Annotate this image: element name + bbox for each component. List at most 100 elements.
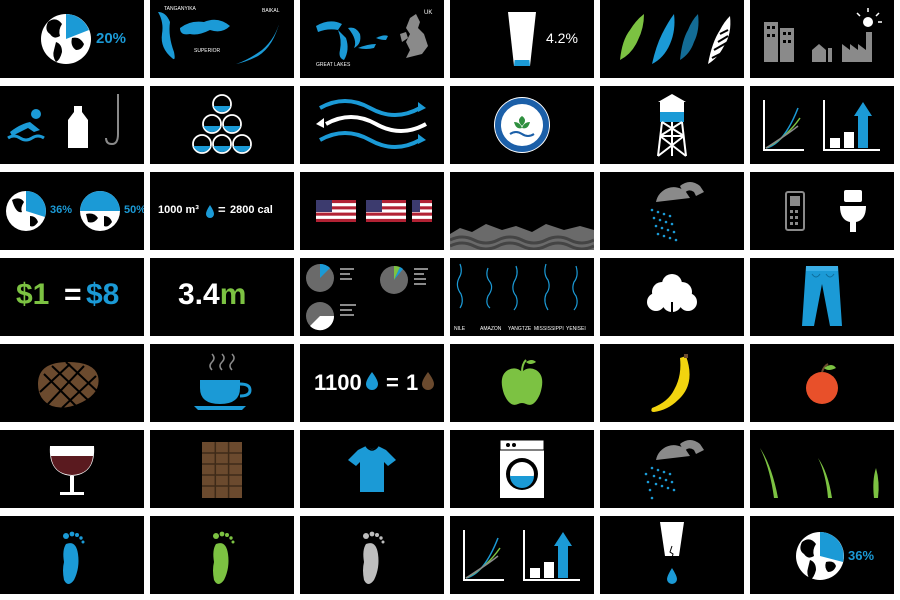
slide-rivers[interactable]: NILE AMAZON YANGTZE MISSISSIPPI YENISEI [450, 258, 594, 336]
chocolate-bar-icon [202, 442, 242, 498]
drop-equals: = [386, 370, 399, 395]
cotton-icon [647, 274, 697, 318]
slide-chocolate[interactable] [150, 430, 294, 508]
slide-footprint-gray[interactable] [300, 516, 444, 594]
earth-globe-icon [796, 532, 844, 580]
tshirt-icon [348, 445, 396, 492]
orange-fruit-icon [806, 363, 838, 404]
slide-tshirt[interactable] [300, 430, 444, 508]
big-number-unit: m [219, 278, 247, 311]
buildings-icon [764, 8, 882, 62]
growth-chart-icon [763, 100, 880, 151]
earth-pair-icon [6, 191, 120, 231]
river-label-3: MISSISSIPPI [534, 326, 564, 332]
slide-footprint-blue[interactable] [0, 516, 144, 594]
slide-footprint-green[interactable] [150, 516, 294, 594]
uk-label: UK [424, 10, 433, 16]
slide-dollar-ratio[interactable]: $1 = $8 [0, 258, 144, 336]
slide-coffee[interactable] [150, 344, 294, 422]
slide-growth-charts[interactable] [750, 86, 894, 164]
swimmer-milk-hook-icon [7, 94, 119, 148]
slide-pie-charts[interactable] [300, 258, 444, 336]
slide-lakes[interactable]: TANGANYIKA BAIKAL SUPERIOR [150, 0, 294, 78]
shower-head-icon [644, 440, 704, 500]
slide-lake-patterns[interactable] [600, 0, 744, 78]
percent-label: 20% [96, 30, 127, 47]
percent-label: 36% [848, 548, 875, 563]
slide-washing-machine[interactable] [450, 430, 594, 508]
percent-label-a: 36% [50, 204, 73, 216]
wave-arrows-icon [316, 99, 427, 149]
slide-shower-1[interactable] [600, 172, 744, 250]
growth-chart-icon [463, 530, 580, 581]
slide-apple[interactable] [450, 344, 594, 422]
slide-cotton[interactable] [600, 258, 744, 336]
slide-earth-20pct[interactable]: 20% [0, 0, 144, 78]
money-left-text: $1 [16, 278, 50, 311]
slide-1100-drops[interactable]: 1100 = 1 [300, 344, 444, 422]
slide-shower-2[interactable] [600, 430, 744, 508]
washing-machine-icon [499, 439, 545, 498]
lakes-map-icon [158, 12, 280, 64]
great-lakes-map-icon [316, 14, 428, 60]
slide-pyramid-circles[interactable] [150, 86, 294, 164]
slide-growth-charts-2[interactable] [450, 516, 594, 594]
epa-seal-icon [494, 97, 550, 153]
drop-right: 1 [406, 370, 419, 395]
steak-icon [38, 361, 99, 409]
water-drop-icon [206, 205, 214, 218]
slide-glass-4pct[interactable]: 4.2% [450, 0, 594, 78]
footprint-icon [363, 531, 385, 584]
banana-icon [651, 354, 690, 412]
slide-swim-milk-hook[interactable] [0, 86, 144, 164]
slide-buildings[interactable] [750, 0, 894, 78]
slide-cracked-glass-drop[interactable] [600, 516, 744, 594]
slide-water-tower[interactable] [600, 86, 744, 164]
footprint-icon [63, 531, 85, 584]
slide-orange[interactable] [750, 344, 894, 422]
jeans-icon [802, 266, 842, 326]
landscape-icon [450, 224, 594, 250]
slide-earth-36pct[interactable]: 36% [750, 516, 894, 594]
lake-label-baikal: BAIKAL [262, 8, 280, 14]
slide-3-4m[interactable]: 3.4m [150, 258, 294, 336]
slide-jeans[interactable] [750, 258, 894, 336]
leaking-glass-icon [660, 522, 684, 584]
equation-left: 1000 m³ [158, 204, 199, 216]
lake-label-tanganyika: TANGANYIKA [164, 6, 196, 12]
glass-icon [508, 12, 536, 66]
slide-wave-arrows[interactable] [300, 86, 444, 164]
phone-toilet-icon [785, 190, 866, 232]
river-label-1: AMAZON [480, 326, 502, 332]
slide-m3-calories[interactable]: 1000 m³ = 2800 cal [150, 172, 294, 250]
lake-patterns-icon [620, 14, 731, 64]
slide-landscape-waves[interactable] [450, 172, 594, 250]
slide-great-lakes-uk[interactable]: UK GREAT LAKES [300, 0, 444, 78]
lake-label-superior: SUPERIOR [194, 48, 221, 54]
slide-wine[interactable] [0, 430, 144, 508]
percent-label-b: 50% [124, 204, 144, 216]
wine-glass-icon [49, 446, 95, 495]
slide-epa-seal[interactable] [450, 86, 594, 164]
drop-left: 1100 [314, 370, 362, 395]
slide-banana[interactable] [600, 344, 744, 422]
shower-head-icon [650, 182, 704, 242]
slide-earth-36-50[interactable]: 36% 50% [0, 172, 144, 250]
slide-grass[interactable] [750, 430, 894, 508]
us-flags-icon [316, 200, 432, 222]
earth-globe-icon [41, 14, 91, 64]
water-tower-icon [657, 94, 687, 157]
drop-icons [366, 372, 434, 390]
percent-label: 4.2% [546, 30, 578, 46]
great-lakes-label: GREAT LAKES [316, 62, 351, 68]
big-number-value: 3.4 [178, 278, 220, 311]
big-number: 3.4m [178, 278, 246, 312]
slide-steak[interactable] [0, 344, 144, 422]
apple-icon [501, 359, 543, 405]
river-label-2: YANGTZE [508, 326, 532, 332]
slide-us-flags[interactable] [300, 172, 444, 250]
slide-phone-toilet[interactable] [750, 172, 894, 250]
equation-equals: = [218, 202, 226, 217]
pie-charts-icon [306, 263, 428, 331]
